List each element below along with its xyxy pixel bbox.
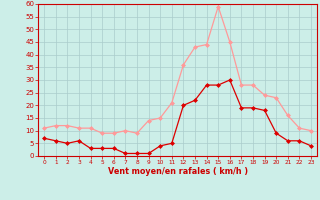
X-axis label: Vent moyen/en rafales ( km/h ): Vent moyen/en rafales ( km/h ) [108,167,248,176]
